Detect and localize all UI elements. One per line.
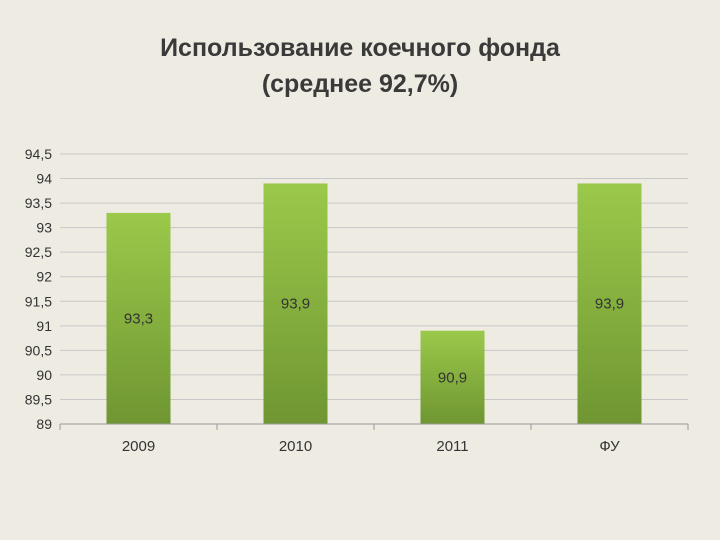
bar-2011 [420,330,485,424]
bar-ФУ [577,183,642,424]
data-label: 93,3 [124,310,153,327]
x-category-label: 2010 [279,438,312,455]
chart-title-line1: Использование коечного фонда [160,34,560,62]
y-tick-label: 92 [36,269,52,285]
chart-title-line2: (среднее 92,7%) [261,70,459,98]
x-category-label: 2009 [122,438,155,455]
y-tick-label: 91,5 [25,293,52,309]
bars [106,183,642,424]
bar-2009 [106,212,171,424]
y-tick-label: 90 [36,367,52,383]
chart-title: Использование коечного фонда (среднее 92… [0,30,720,102]
data-label: 93,9 [595,296,624,313]
y-tick-label: 93 [36,220,52,236]
category-labels: 2009 2010 2011 ФУ [122,438,620,455]
x-category-label: ФУ [599,438,620,455]
x-category-label: 2011 [436,438,468,455]
y-tick-label: 94,5 [25,146,52,162]
data-labels: 93,3 93,9 90,9 93,9 [124,296,624,387]
y-tick-label: 93,5 [25,195,52,211]
x-axis [59,423,689,430]
y-tick-label: 89 [36,416,52,432]
bar-2010 [263,183,328,424]
y-tick-label: 90,5 [25,342,52,358]
y-tick-label: 92,5 [25,244,52,260]
data-label: 90,9 [438,369,467,386]
y-tick-label: 89,5 [25,391,52,407]
data-label: 93,9 [281,296,310,313]
y-tick-label: 94 [36,171,52,187]
y-tick-label: 91 [36,318,52,334]
y-axis-ticks: 89 89,5 90 90,5 91 91,5 92 92,5 93 93,5 94 94,5 [25,146,52,432]
